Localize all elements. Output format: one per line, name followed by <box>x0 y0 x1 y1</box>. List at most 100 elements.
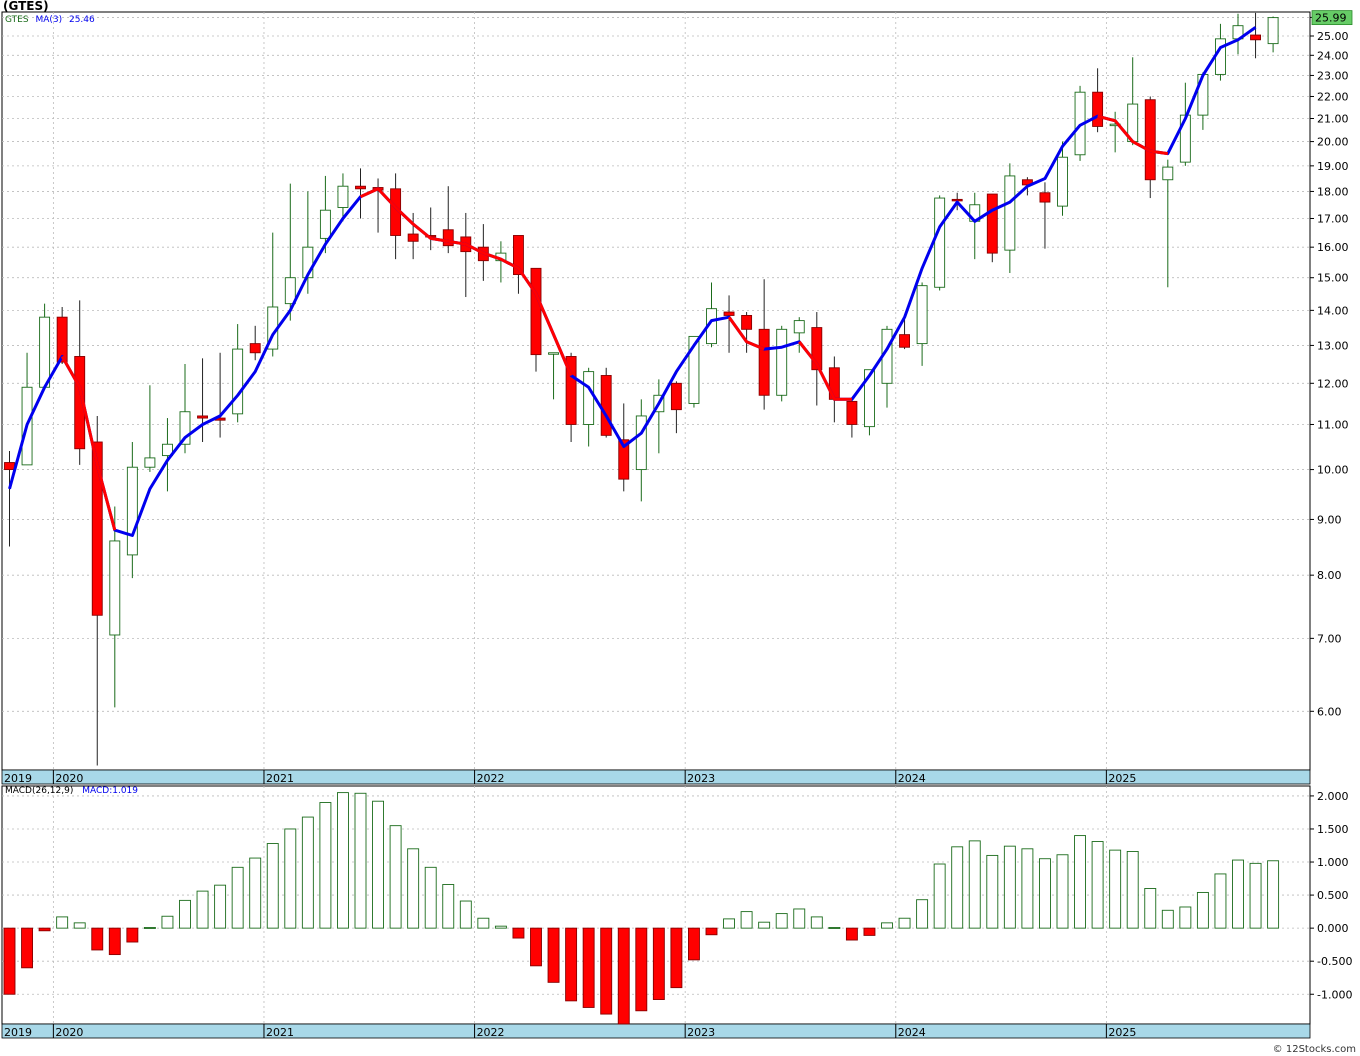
candle-body <box>355 185 366 190</box>
candle-body <box>600 375 612 436</box>
macd-bar <box>337 792 349 929</box>
macd-bar <box>635 927 648 1012</box>
macd-bar <box>582 927 595 1008</box>
macd-bar <box>389 825 402 929</box>
macd-bar <box>1003 845 1016 929</box>
macd-bar <box>775 913 788 929</box>
macd-bar <box>407 848 420 929</box>
price-x-axis-label: 2020 <box>55 772 83 785</box>
price-legend-symbol: GTES <box>5 15 29 25</box>
candle-body <box>1004 175 1016 251</box>
candle-body <box>249 343 261 354</box>
macd-x-axis-label: 2022 <box>477 1026 505 1039</box>
macd-legend: MACD(26,12,9) MACD:1.019 <box>5 786 138 796</box>
candle-body <box>1214 38 1226 75</box>
macd-bar <box>477 917 490 929</box>
price-x-axis-band <box>1 769 1311 785</box>
candle-body <box>56 316 68 363</box>
price-x-axis-label: 2025 <box>1108 772 1136 785</box>
macd-bar <box>688 927 700 961</box>
price-tick-label: 25.00 <box>1317 30 1349 43</box>
price-x-axis-label: 2024 <box>898 772 926 785</box>
macd-bar <box>1249 862 1262 929</box>
price-x-axis-label: 2023 <box>687 772 715 785</box>
macd-bar <box>56 916 69 929</box>
macd-bar <box>372 800 384 929</box>
macd-bar <box>758 921 771 929</box>
candle-body <box>91 441 103 616</box>
price-tick-label: 17.00 <box>1317 212 1349 225</box>
candle-body <box>161 443 173 457</box>
price-legend-ma-label: MA(3) <box>35 15 63 25</box>
candle-body <box>530 267 542 356</box>
candle-body <box>741 315 753 330</box>
macd-tick-label: 0.500 <box>1317 889 1349 902</box>
ma-line <box>8 26 1257 537</box>
chart-title: (GTES) <box>3 0 49 13</box>
macd-tick-label: -0.500 <box>1317 955 1352 968</box>
price-tick-label: 23.00 <box>1317 69 1349 82</box>
macd-bar <box>530 927 542 967</box>
candle-body <box>1039 192 1051 203</box>
macd-bar <box>266 843 279 929</box>
macd-bar <box>705 927 718 936</box>
macd-tick-label: -1.000 <box>1317 988 1352 1001</box>
candle-body <box>916 285 928 345</box>
price-tick-label: 7.00 <box>1317 632 1342 645</box>
candle-body <box>934 197 946 288</box>
candle-body <box>1162 166 1174 181</box>
price-tick-label: 24.00 <box>1317 49 1349 62</box>
macd-bar <box>108 927 121 956</box>
price-tick-label: 11.00 <box>1317 418 1349 431</box>
macd-bar <box>1161 909 1174 929</box>
macd-bar <box>301 816 314 929</box>
macd-bar <box>547 927 560 983</box>
candle-body <box>284 277 296 305</box>
candle-body <box>1057 156 1068 207</box>
macd-bar <box>863 927 876 936</box>
candle-body <box>688 335 700 404</box>
macd-x-axis-label: 2025 <box>1108 1026 1136 1039</box>
macd-x-axis-label: 2023 <box>687 1026 715 1039</box>
candle-body <box>39 316 51 388</box>
candle-body <box>758 328 770 396</box>
price-tick-label: 12.00 <box>1317 377 1349 390</box>
candle-body <box>864 369 875 428</box>
candle-body <box>793 320 805 334</box>
ma-line-falling <box>727 316 765 351</box>
macd-bar <box>951 846 964 929</box>
ma-line-falling <box>1097 114 1169 156</box>
candle-body <box>635 415 647 471</box>
macd-legend-label: MACD(26,12,9) <box>5 786 74 796</box>
macd-bar <box>933 863 946 929</box>
macd-x-axis-label: 2020 <box>55 1026 83 1039</box>
macd-bar <box>1196 891 1209 929</box>
macd-bar <box>249 857 262 929</box>
candle-body <box>126 466 138 556</box>
macd-bar <box>1214 873 1227 929</box>
candle-body <box>1092 91 1104 127</box>
candle-body <box>1144 99 1156 181</box>
macd-bar <box>91 927 104 951</box>
macd-bar <box>986 854 999 929</box>
macd-bar <box>1091 841 1104 929</box>
candle-body <box>723 311 735 316</box>
macd-bar <box>126 927 139 943</box>
ma-line-falling <box>60 355 117 531</box>
macd-bar <box>810 916 823 929</box>
price-tick-label: 22.00 <box>1317 90 1349 103</box>
candle-body <box>1250 34 1262 41</box>
macd-bar <box>723 918 735 929</box>
macd-bar <box>38 927 51 932</box>
price-tick-label: 19.00 <box>1317 160 1349 173</box>
macd-bar <box>600 927 613 1015</box>
candle-body <box>899 334 910 348</box>
macd-bar <box>21 927 33 969</box>
candle-body <box>513 235 524 276</box>
candle-body <box>232 348 244 415</box>
price-tick-label: 14.00 <box>1317 304 1349 317</box>
candle-body <box>1267 17 1279 45</box>
macd-bar <box>231 866 244 929</box>
candle-body <box>618 439 630 480</box>
macd-bar <box>512 927 525 939</box>
